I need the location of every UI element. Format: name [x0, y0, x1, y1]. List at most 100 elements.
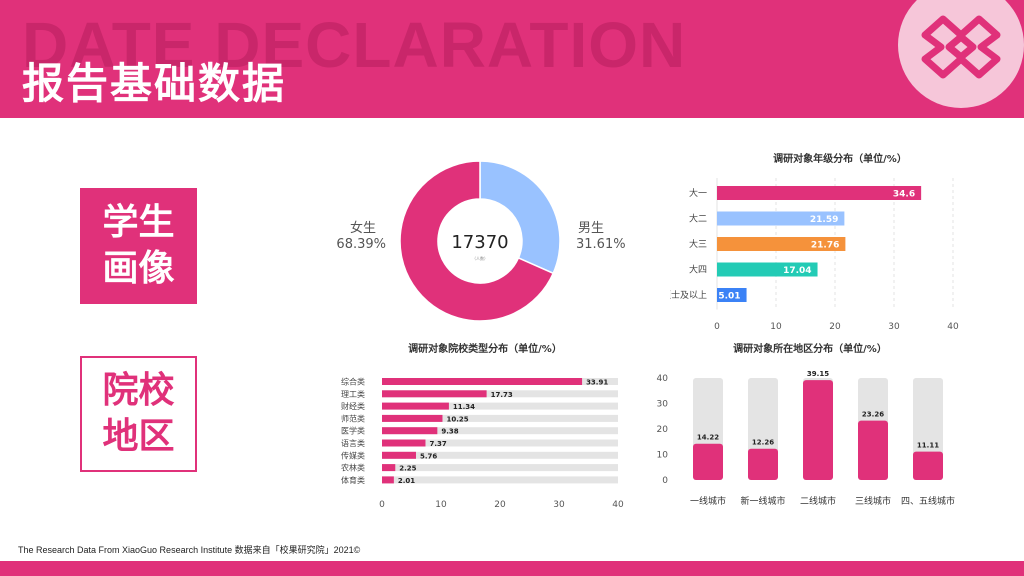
- category-label: 语言类: [341, 438, 365, 448]
- footer-source: The Research Data From XiaoGuo Research …: [18, 545, 361, 555]
- bar-0: [717, 186, 922, 200]
- category-label: 大一: [689, 187, 707, 199]
- category-label: 新一线城市: [740, 495, 785, 507]
- bar-track: [382, 390, 618, 398]
- category-label: 传媒类: [341, 450, 365, 460]
- school-type-chart: 调研对象院校类型分布（单位/%） 综合类 33.91 理工类 17.73 财经类 11.3…: [341, 342, 624, 510]
- bar-0: [382, 378, 583, 385]
- brand-logo-icon: [921, 15, 1001, 79]
- x-tick-label: 0: [379, 500, 385, 510]
- chart-title: 调研对象年级分布（单位/%）: [773, 152, 907, 165]
- category-label: 农林类: [341, 463, 365, 473]
- x-tick-label: 40: [612, 500, 624, 510]
- bar-2: [382, 402, 449, 410]
- category-label: 一线城市: [690, 495, 726, 507]
- x-tick-label: 20: [829, 322, 841, 332]
- category-label: 四、五线城市: [901, 495, 955, 507]
- header-banner: DATE DECLARATION 报告基础数据: [0, 0, 1024, 118]
- bar-7: [382, 464, 396, 472]
- logo: [898, 0, 1024, 108]
- donut-slice-0: [479, 160, 561, 275]
- category-label: 硕士及以上: [670, 289, 707, 301]
- category-label: 大四: [689, 264, 707, 276]
- bar-1: [748, 448, 778, 480]
- x-tick-label: 30: [888, 322, 900, 332]
- data-label: 23.26: [862, 411, 884, 419]
- chart-title: 调研对象所在地区分布（单位/%）: [733, 342, 887, 355]
- data-label: 21.76: [811, 241, 839, 251]
- bar-track: [382, 402, 618, 410]
- student-profile-box: 学生 画像: [80, 188, 197, 304]
- x-tick-label: 20: [494, 500, 506, 510]
- footer-bar: [0, 561, 1024, 576]
- bar-4: [382, 427, 438, 435]
- data-label: 7.37: [429, 440, 446, 448]
- category-label: 理工类: [341, 389, 365, 399]
- bar-8: [382, 476, 394, 484]
- bar-3: [717, 262, 818, 277]
- donut-center-unit: （人数）: [472, 255, 488, 261]
- y-tick-label: 10: [657, 451, 669, 461]
- school-region-box: 院校 地区: [80, 356, 197, 472]
- data-label: 5.01: [718, 292, 740, 302]
- bar-2: [717, 237, 846, 251]
- bar-3: [382, 414, 443, 422]
- data-label: 33.91: [586, 379, 608, 387]
- bar-0: [693, 443, 723, 480]
- grade-distribution-chart: 调研对象年级分布（单位/%） 大一 34.6 大二 21.59 大三 21.76 大四 17.…: [670, 152, 959, 332]
- y-tick-label: 30: [657, 400, 669, 410]
- x-tick-label: 10: [770, 322, 782, 332]
- bar-4: [913, 451, 943, 480]
- student-profile-label: 学生 画像: [102, 202, 175, 289]
- data-label: 2.25: [399, 465, 416, 473]
- category-label: 大二: [689, 213, 707, 225]
- category-label: 二线城市: [800, 495, 836, 507]
- page-title: 报告基础数据: [22, 59, 287, 108]
- donut-label-male: 男生: [578, 221, 604, 236]
- data-label: 11.34: [453, 403, 475, 411]
- bar-6: [382, 451, 416, 459]
- bar-track: [382, 451, 618, 459]
- header-background-text: DATE DECLARATION: [22, 9, 687, 81]
- bar-track: [382, 439, 618, 447]
- bar-2: [803, 380, 833, 480]
- bar-5: [382, 439, 426, 447]
- category-label: 师范类: [341, 413, 365, 423]
- donut-center-value: 17370: [451, 232, 508, 253]
- bar-track: [382, 414, 618, 422]
- donut-value-male: 31.61%: [576, 237, 626, 252]
- category-label: 体育类: [341, 475, 365, 485]
- data-label: 5.76: [420, 452, 437, 460]
- x-tick-label: 10: [435, 500, 447, 510]
- data-label: 17.04: [783, 266, 811, 276]
- category-label: 大三: [689, 238, 707, 250]
- bar-1: [382, 390, 487, 398]
- data-label: 11.11: [917, 442, 939, 450]
- donut-value-female: 68.39%: [336, 237, 386, 252]
- data-label: 10.25: [446, 415, 468, 423]
- bar-track: [382, 464, 618, 472]
- data-label: 9.38: [441, 428, 458, 436]
- y-tick-label: 20: [657, 425, 669, 435]
- category-label: 三线城市: [855, 495, 891, 507]
- y-tick-label: 0: [662, 476, 668, 486]
- donut-label-female: 女生: [350, 220, 376, 236]
- school-region-label: 院校 地区: [102, 370, 175, 457]
- bar-track: [382, 427, 618, 435]
- donut-slice-1: [399, 160, 555, 322]
- x-tick-label: 0: [714, 322, 720, 332]
- y-tick-label: 40: [657, 374, 669, 384]
- category-label: 医学类: [341, 426, 365, 436]
- bar-1: [717, 211, 845, 226]
- region-distribution-chart: 调研对象所在地区分布（单位/%） 0 10 20 30 40 14.22 一线城市 12.2…: [657, 342, 955, 507]
- chart-title: 调研对象院校类型分布（单位/%）: [408, 342, 562, 355]
- x-tick-label: 30: [553, 500, 565, 510]
- x-tick-label: 40: [947, 322, 959, 332]
- data-label: 17.73: [491, 391, 513, 399]
- bar-track: [382, 476, 618, 484]
- data-label: 2.01: [398, 477, 415, 485]
- category-label: 财经类: [341, 401, 365, 411]
- data-label: 12.26: [752, 439, 774, 447]
- data-label: 21.59: [810, 215, 838, 225]
